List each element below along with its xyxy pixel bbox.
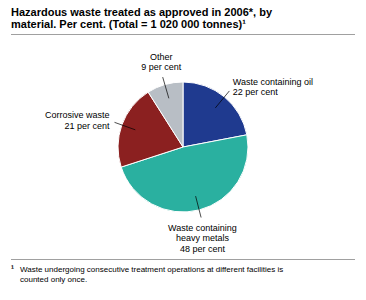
title: Hazardous waste treated as approved in 2… xyxy=(11,6,273,30)
data-label: 22 per cent xyxy=(233,87,279,97)
title-line: Hazardous waste treated as approved in 2… xyxy=(11,6,273,18)
labels: Waste containing oil22 per centWaste con… xyxy=(45,51,313,253)
footnote-marker: ¹ xyxy=(11,264,14,274)
category-label: Waste containing oil xyxy=(233,77,313,87)
slice-label: Corrosive waste21 per cent xyxy=(45,110,110,131)
leader-line xyxy=(196,196,201,217)
slice-label: Other9 per cent xyxy=(141,51,182,72)
footnote-line: counted only once. xyxy=(20,275,87,284)
data-label: 9 per cent xyxy=(141,62,182,72)
title-rule xyxy=(11,34,355,35)
slice xyxy=(148,82,183,147)
leader-line xyxy=(115,122,136,129)
category-label: Waste containing xyxy=(168,223,237,233)
chart: Hazardous waste treated as approved in 2… xyxy=(0,0,366,300)
data-label: 21 per cent xyxy=(65,121,111,131)
footnote: Waste undergoing consecutive treatment o… xyxy=(20,265,283,284)
leader-line xyxy=(163,77,169,98)
category-label: Corrosive waste xyxy=(45,110,110,120)
slice-label: Waste containing oil22 per cent xyxy=(233,77,313,98)
title-line: material. Per cent. (Total = 1 020 000 t… xyxy=(11,18,246,30)
category-label: heavy metals xyxy=(176,233,230,243)
leader-line xyxy=(215,91,229,108)
category-label: Other xyxy=(150,51,173,61)
data-label: 48 per cent xyxy=(180,244,226,254)
footnote-rule xyxy=(11,259,355,260)
pie xyxy=(118,82,248,212)
slice-label: Waste containingheavy metals48 per cent xyxy=(168,223,237,254)
footnote-line: Waste undergoing consecutive treatment o… xyxy=(20,265,283,274)
